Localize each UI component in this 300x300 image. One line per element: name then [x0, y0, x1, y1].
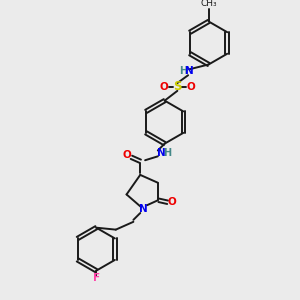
Text: O: O [167, 197, 176, 207]
Text: CH₃: CH₃ [200, 0, 217, 8]
Text: F: F [93, 274, 100, 284]
Text: O: O [159, 82, 168, 92]
Text: H: H [179, 66, 187, 76]
Text: O: O [187, 82, 195, 92]
Text: N: N [185, 66, 194, 76]
Text: S: S [173, 80, 182, 93]
Text: N: N [139, 204, 148, 214]
Text: O: O [122, 150, 131, 161]
Text: H: H [164, 148, 172, 158]
Text: N: N [158, 148, 166, 158]
